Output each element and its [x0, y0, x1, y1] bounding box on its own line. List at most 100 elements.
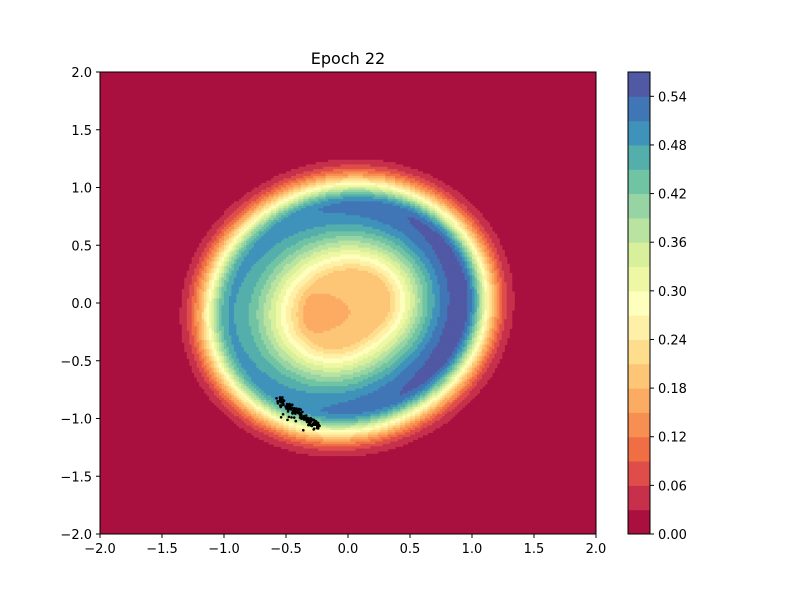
sample-point: [287, 408, 290, 412]
colorbar-frame: [627, 71, 651, 535]
colorbar-band: [628, 315, 650, 340]
colorbar-tick-label: 0.24: [658, 333, 687, 348]
colorbar-band: [628, 436, 650, 462]
sample-point: [295, 407, 298, 410]
sample-point: [303, 415, 306, 419]
sample-point: [305, 416, 308, 420]
colorbar-tick-label: 0.30: [658, 285, 687, 300]
sample-point: [295, 410, 298, 413]
colorbar-tick-label: 0.36: [658, 236, 687, 251]
sample-point: [318, 424, 321, 428]
sample-point: [302, 428, 305, 432]
colorbar-band: [628, 339, 650, 365]
sample-point: [276, 402, 280, 405]
colorbar-band: [628, 412, 650, 438]
sample-point: [286, 403, 290, 407]
sample-point: [298, 413, 302, 416]
sample-point: [294, 412, 297, 415]
sample-point: [292, 416, 296, 419]
sample-point: [300, 415, 303, 418]
colorbar-band: [628, 266, 650, 292]
colorbar-band: [628, 388, 650, 413]
sample-point: [279, 400, 283, 404]
sample-point: [291, 409, 295, 413]
colorbar-ticks: 0.00 0.06 0.12 0.18 0.24 0.30 0.36 0.42 0.48 0.54: [650, 90, 687, 543]
sample-point: [291, 412, 294, 415]
sample-point: [315, 423, 318, 426]
sample-point: [305, 420, 309, 424]
x-tick-label: −1.0: [208, 542, 240, 557]
colorbar-band: [628, 485, 650, 511]
colorbar-bands: [628, 72, 650, 535]
sample-point: [286, 418, 289, 422]
colorbar-tick-label: 0.12: [658, 431, 687, 446]
y-tick-label: −1.5: [60, 470, 92, 485]
y-tick-label: 1.0: [71, 182, 92, 197]
sample-point: [289, 407, 293, 411]
sample-point: [312, 428, 316, 431]
x-tick-label: 1.5: [524, 542, 545, 557]
colorbar-band: [628, 461, 650, 486]
colorbar-band: [628, 509, 650, 535]
sample-points: [275, 396, 321, 432]
colorbar-band: [628, 169, 650, 195]
chart-title: Epoch 22: [311, 49, 385, 68]
sample-point: [313, 420, 317, 423]
density-field: [100, 72, 596, 534]
colorbar-band: [628, 144, 650, 170]
sample-point: [291, 403, 294, 407]
colorbar-band: [628, 193, 650, 219]
y-tick-label: 2.0: [71, 66, 92, 81]
x-tick-label: 0.0: [338, 542, 359, 557]
sample-point: [300, 411, 303, 414]
sample-point: [281, 413, 285, 416]
sample-point: [300, 417, 303, 420]
colorbar-tick-label: 0.48: [658, 139, 687, 154]
sample-point: [297, 409, 301, 413]
colorbar-tick-label: 0.18: [658, 382, 687, 397]
colorbar-band: [628, 72, 650, 97]
sample-point: [276, 400, 279, 403]
colorbar: 0.00 0.06 0.12 0.18 0.24 0.30 0.36 0.42 0.48 0.54: [627, 71, 687, 543]
colorbar-band: [628, 242, 650, 268]
sample-point: [304, 414, 308, 417]
plot-area: [99, 71, 597, 535]
sample-point: [316, 421, 320, 425]
sample-point: [280, 404, 283, 407]
x-axis: −2.0 −1.5 −1.0 −0.5 0.0 0.5 1.0 1.5 2.0: [84, 534, 606, 557]
x-tick-label: 1.0: [462, 542, 483, 557]
colorbar-band: [628, 363, 650, 389]
x-tick-label: −0.5: [270, 542, 302, 557]
y-tick-label: 0.0: [71, 297, 92, 312]
y-tick-label: −1.0: [60, 413, 92, 428]
sample-point: [294, 419, 298, 423]
y-tick-label: 1.5: [71, 124, 92, 139]
colorbar-tick-label: 0.54: [658, 90, 687, 105]
sample-point: [308, 423, 311, 426]
colorbar-band: [628, 217, 650, 243]
sample-point: [308, 417, 311, 421]
x-tick-label: −2.0: [84, 542, 116, 557]
y-tick-label: −2.0: [60, 528, 92, 543]
sample-point: [279, 416, 283, 419]
sample-point: [275, 397, 278, 400]
y-axis: −2.0 −1.5 −1.0 −0.5 0.0 0.5 1.0 1.5 2.0: [60, 66, 100, 543]
sample-point: [290, 416, 293, 419]
colorbar-band: [628, 290, 650, 316]
y-tick-label: 0.5: [71, 239, 92, 254]
sample-point: [287, 415, 291, 419]
x-tick-label: 0.5: [400, 542, 421, 557]
colorbar-band: [628, 120, 650, 146]
colorbar-tick-label: 0.06: [658, 479, 687, 494]
x-tick-label: 2.0: [586, 542, 607, 557]
x-tick-label: −1.5: [146, 542, 178, 557]
y-tick-label: −0.5: [60, 355, 92, 370]
sample-point: [310, 418, 314, 422]
colorbar-band: [628, 96, 650, 122]
colorbar-tick-label: 0.00: [658, 528, 687, 543]
sample-point: [281, 398, 285, 402]
sample-point: [316, 427, 320, 430]
colorbar-tick-label: 0.42: [658, 188, 687, 203]
sample-point: [297, 407, 301, 411]
